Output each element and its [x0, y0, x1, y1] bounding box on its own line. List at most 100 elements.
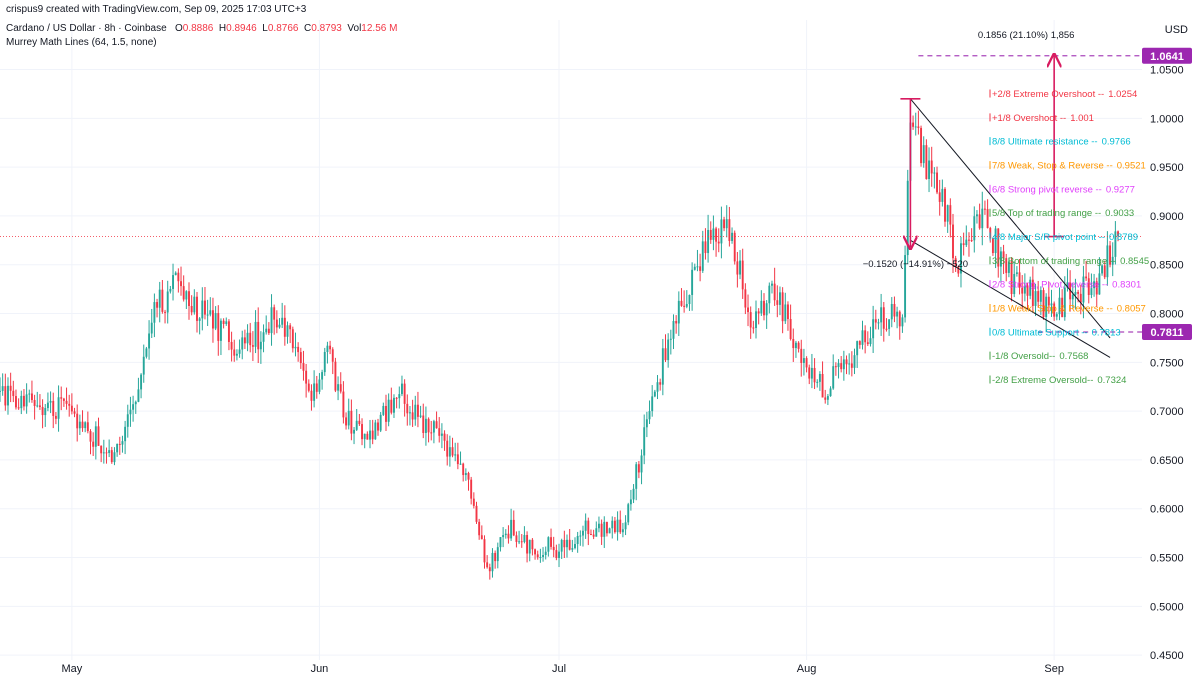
candle-body [78, 421, 81, 429]
candle [382, 402, 385, 416]
candle-body [374, 422, 377, 440]
candle [624, 515, 627, 536]
murrey-line: -2/8 Extreme Oversold-- 0.7324 [989, 375, 1126, 386]
candle-body [1047, 296, 1050, 306]
ohlc-value: 12.56 M [361, 23, 398, 34]
candle [627, 502, 630, 526]
candle [257, 307, 260, 364]
candle [206, 299, 209, 326]
candle-body [645, 419, 648, 428]
candle [1071, 283, 1074, 308]
candle [243, 329, 246, 349]
x-axis[interactable]: May Jun Jul Aug Sep [61, 663, 1063, 675]
candle-body [555, 550, 558, 559]
murrey-label-value: 0.9521 [1117, 161, 1146, 172]
candle [435, 411, 438, 429]
candle [214, 306, 217, 331]
candle [957, 265, 960, 277]
candle-body [217, 313, 220, 341]
candle [574, 537, 576, 550]
murrey-label-value: 0.8057 [1117, 303, 1146, 314]
candle [845, 355, 848, 375]
candle [771, 280, 773, 294]
candle-body [752, 327, 755, 329]
candle [78, 414, 81, 435]
candle-body [307, 383, 310, 391]
candle-body [885, 328, 888, 330]
candle-body [693, 266, 696, 270]
candle [536, 550, 539, 560]
candle-body [225, 321, 228, 324]
candle [938, 179, 941, 216]
candle [1039, 286, 1042, 316]
candle-body [129, 409, 132, 415]
y-tick-label: 0.5000 [1150, 601, 1184, 613]
candle [270, 294, 273, 346]
candle [326, 341, 329, 364]
candle [422, 403, 425, 439]
candle-body [723, 219, 726, 229]
candle [395, 397, 398, 409]
candle-body [0, 390, 1, 392]
murrey-label-name: 3/8 Bottom of trading range -- [992, 256, 1116, 267]
candle [116, 443, 119, 457]
candle [390, 387, 393, 415]
candle-body [156, 302, 159, 308]
candle [124, 420, 127, 455]
candle [920, 125, 923, 167]
candle [619, 510, 622, 534]
candle [483, 535, 486, 569]
candle-body [201, 300, 204, 319]
candle-body [124, 426, 127, 442]
candle-body [771, 283, 773, 286]
murrey-label-name: 1/8 Weak, Stop & Reverse -- [992, 303, 1113, 314]
candle [100, 445, 103, 463]
candle-body [1029, 279, 1032, 296]
candle-body [728, 219, 731, 241]
candle [784, 292, 787, 324]
candle [1103, 260, 1106, 280]
candle-body [257, 321, 260, 350]
candle [94, 421, 97, 460]
candle [779, 286, 781, 316]
candle [1095, 277, 1098, 308]
x-tick-label: Jul [552, 663, 566, 675]
candle-body [126, 414, 129, 427]
candle-body [22, 395, 25, 407]
candle [691, 262, 694, 311]
candle [704, 228, 707, 260]
candle [385, 394, 387, 431]
candle [1010, 257, 1013, 302]
candle-body [427, 418, 430, 433]
candle-body [180, 281, 182, 287]
candle-body [118, 443, 121, 445]
candle [305, 363, 308, 398]
y-axis[interactable]: 0.4500 0.5000 0.5500 0.6000 0.6500 0.7000 0.75… [1150, 65, 1184, 663]
candle [582, 525, 584, 547]
murrey-label: -1/8 Oversold-- 0.7568 [992, 351, 1088, 362]
candle-body [440, 433, 443, 436]
candle [518, 530, 521, 545]
candle-body [1007, 261, 1010, 273]
candle [904, 245, 907, 323]
candle [901, 314, 904, 333]
candle [813, 358, 816, 390]
candle-body [1005, 258, 1008, 273]
candle-body [991, 238, 994, 254]
candle [1047, 281, 1050, 314]
candle-body [430, 432, 433, 434]
price-badge-label: 0.7811 [1150, 327, 1183, 339]
candle [560, 538, 563, 559]
candle-body [523, 534, 526, 542]
candle [866, 331, 869, 347]
candle [584, 513, 587, 539]
candle [1109, 240, 1112, 268]
candle [12, 380, 15, 403]
candle-body [544, 551, 547, 555]
candle-body [818, 373, 821, 382]
candle-body [148, 333, 151, 349]
ohlc-value: 0.8766 [267, 23, 299, 34]
candle-body [736, 261, 739, 275]
currency-label: USD [1164, 24, 1188, 36]
